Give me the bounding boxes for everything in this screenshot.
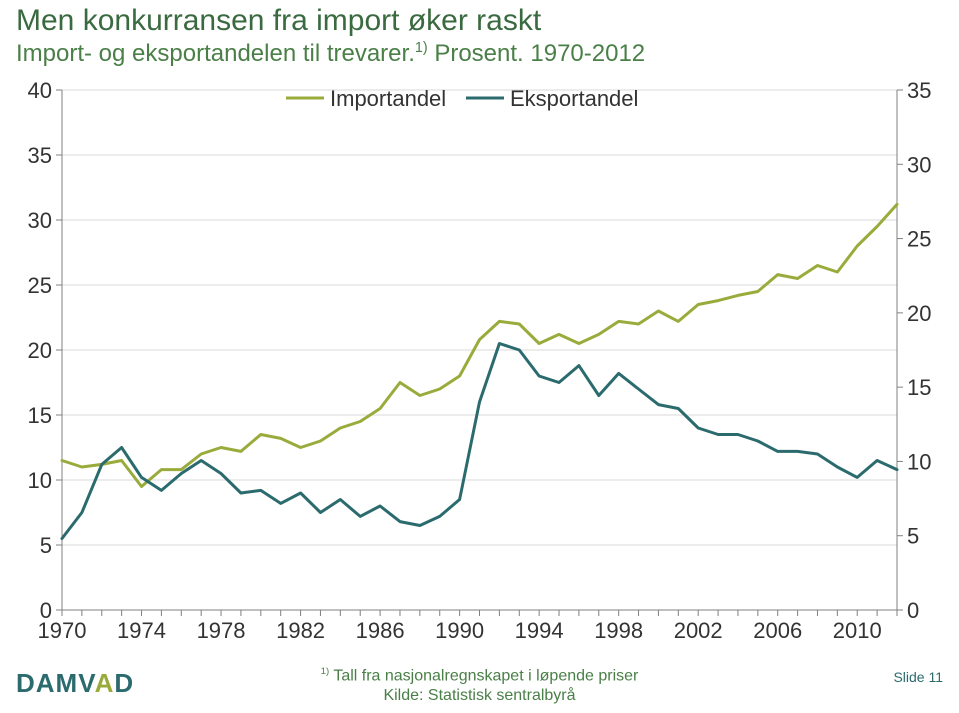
svg-text:1986: 1986: [356, 618, 405, 643]
svg-text:2002: 2002: [674, 618, 723, 643]
footnote-sup: 1): [321, 666, 330, 677]
svg-text:25: 25: [28, 273, 52, 298]
subtitle-text-b: Prosent. 1970-2012: [428, 40, 646, 67]
svg-text:2006: 2006: [753, 618, 802, 643]
svg-text:35: 35: [28, 143, 52, 168]
svg-text:35: 35: [907, 80, 931, 103]
subtitle-text-a: Import- og eksportandelen til trevarer.: [16, 40, 415, 67]
chart-title: Men konkurransen fra import øker raskt: [16, 4, 541, 38]
svg-text:0: 0: [907, 598, 919, 623]
svg-text:1974: 1974: [117, 618, 166, 643]
footnote: 1) Tall fra nasjonalregnskapet i løpende…: [0, 666, 959, 685]
svg-text:1978: 1978: [197, 618, 246, 643]
svg-text:5: 5: [40, 533, 52, 558]
legend-importandel: Importandel: [330, 86, 446, 111]
legend-eksportandel: Eksportandel: [510, 86, 638, 111]
source-line: Kilde: Statistisk sentralbyrå: [0, 687, 959, 705]
svg-text:10: 10: [907, 449, 931, 474]
svg-text:1970: 1970: [38, 618, 87, 643]
svg-text:25: 25: [907, 227, 931, 252]
svg-text:40: 40: [28, 80, 52, 103]
svg-text:1994: 1994: [515, 618, 564, 643]
svg-text:20: 20: [28, 338, 52, 363]
chart-subtitle: Import- og eksportandelen til trevarer.1…: [16, 40, 645, 68]
svg-text:10: 10: [28, 468, 52, 493]
svg-text:15: 15: [28, 403, 52, 428]
chart-area: 0510152025303540051015202530351970197419…: [16, 80, 943, 650]
svg-text:1990: 1990: [435, 618, 484, 643]
svg-text:20: 20: [907, 301, 931, 326]
svg-text:5: 5: [907, 524, 919, 549]
subtitle-sup: 1): [415, 40, 428, 56]
svg-text:30: 30: [28, 208, 52, 233]
svg-text:1982: 1982: [276, 618, 325, 643]
slide-number: Slide 11: [893, 669, 943, 685]
line-chart: 0510152025303540051015202530351970197419…: [16, 80, 943, 650]
svg-text:15: 15: [907, 375, 931, 400]
footnote-text: Tall fra nasjonalregnskapet i løpende pr…: [329, 667, 638, 684]
svg-text:1998: 1998: [594, 618, 643, 643]
svg-text:30: 30: [907, 152, 931, 177]
slide: Men konkurransen fra import øker raskt I…: [0, 0, 959, 713]
svg-text:2010: 2010: [833, 618, 882, 643]
